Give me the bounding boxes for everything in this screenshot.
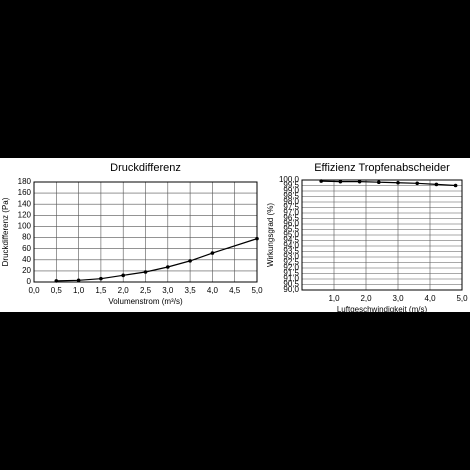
x-tick-label: 3,0 bbox=[162, 286, 174, 295]
x-tick-label: 5,0 bbox=[251, 286, 263, 295]
data-point bbox=[357, 179, 362, 184]
x-axis-label: Volumenstrom (m³/s) bbox=[108, 297, 183, 306]
y-tick-label: 0 bbox=[27, 277, 32, 286]
plot-frame bbox=[33, 181, 258, 283]
data-point bbox=[377, 180, 381, 184]
y-tick-label: 93,0 bbox=[283, 252, 299, 261]
x-tick-label: 4,5 bbox=[229, 286, 241, 295]
x-tick-label: 1,0 bbox=[73, 286, 85, 295]
data-point bbox=[188, 259, 192, 263]
y-tick-label: 100 bbox=[18, 222, 32, 231]
y-tick-label: 99,5 bbox=[283, 181, 299, 190]
data-point bbox=[99, 276, 103, 281]
y-axis-label: Druckdifferenz (Pa) bbox=[1, 197, 10, 266]
y-tick-label: 95,5 bbox=[283, 225, 299, 234]
data-point bbox=[255, 236, 259, 241]
y-tick-label: 97,0 bbox=[283, 208, 299, 217]
data-point bbox=[54, 279, 59, 283]
data-point bbox=[338, 179, 343, 184]
y-axis-label: Wirkungsgrad (%) bbox=[266, 203, 275, 267]
y-tick-label: 96,5 bbox=[283, 214, 299, 223]
x-tick-label: 0,0 bbox=[28, 286, 40, 295]
data-point bbox=[166, 265, 170, 269]
y-tick-label: 98,0 bbox=[283, 197, 299, 206]
y-tick-label: 95,0 bbox=[283, 230, 299, 239]
chart-title: Effizienz Tropfenabscheider bbox=[314, 162, 450, 174]
y-tick-label: 93,5 bbox=[283, 247, 299, 256]
data-point bbox=[210, 251, 215, 255]
y-tick-label: 120 bbox=[18, 210, 32, 219]
data-point bbox=[434, 182, 439, 187]
y-tick-label: 91,5 bbox=[283, 269, 299, 278]
y-tick-label: 94,5 bbox=[283, 236, 299, 245]
data-point bbox=[143, 270, 148, 274]
x-tick-label: 2,0 bbox=[360, 294, 372, 303]
y-tick-label: 94,0 bbox=[283, 241, 299, 250]
y-tick-label: 90,0 bbox=[283, 285, 299, 294]
x-tick-label: 1,0 bbox=[328, 294, 340, 303]
y-tick-label: 99,0 bbox=[283, 186, 299, 195]
x-axis-label: Luftgeschwindigkeit (m/s) bbox=[337, 305, 428, 314]
data-point bbox=[319, 179, 324, 183]
y-tick-label: 90,5 bbox=[283, 280, 299, 289]
y-tick-label: 97,5 bbox=[283, 203, 299, 212]
x-tick-label: 3,0 bbox=[392, 294, 404, 303]
y-tick-label: 98,5 bbox=[283, 192, 299, 201]
chart-title: Druckdifferenz bbox=[110, 162, 181, 174]
y-tick-label: 60 bbox=[22, 244, 31, 253]
data-point bbox=[121, 273, 125, 278]
y-tick-label: 100,0 bbox=[279, 175, 300, 184]
y-tick-label: 20 bbox=[22, 266, 31, 275]
y-tick-label: 180 bbox=[18, 177, 32, 186]
x-tick-label: 2,0 bbox=[118, 286, 130, 295]
y-tick-label: 160 bbox=[18, 188, 32, 197]
data-point bbox=[76, 278, 81, 283]
x-tick-label: 1,5 bbox=[95, 286, 107, 295]
x-tick-label: 4,0 bbox=[424, 294, 436, 303]
data-line bbox=[321, 180, 456, 187]
data-point bbox=[453, 183, 458, 188]
y-tick-label: 140 bbox=[18, 199, 32, 208]
y-tick-label: 92,5 bbox=[283, 258, 299, 267]
data-point bbox=[396, 180, 400, 185]
y-tick-label: 96,0 bbox=[283, 219, 299, 228]
x-tick-label: 4,0 bbox=[207, 286, 219, 295]
data-point bbox=[415, 181, 420, 186]
x-tick-label: 5,0 bbox=[456, 294, 468, 303]
y-tick-label: 40 bbox=[22, 255, 31, 264]
y-tick-label: 92,0 bbox=[283, 263, 299, 272]
x-tick-label: 2,5 bbox=[140, 286, 152, 295]
x-tick-label: 0,5 bbox=[51, 286, 63, 295]
plot-frame bbox=[301, 179, 463, 291]
y-tick-label: 91,0 bbox=[283, 274, 299, 283]
y-tick-label: 80 bbox=[22, 233, 31, 242]
x-tick-label: 3,5 bbox=[185, 286, 197, 295]
